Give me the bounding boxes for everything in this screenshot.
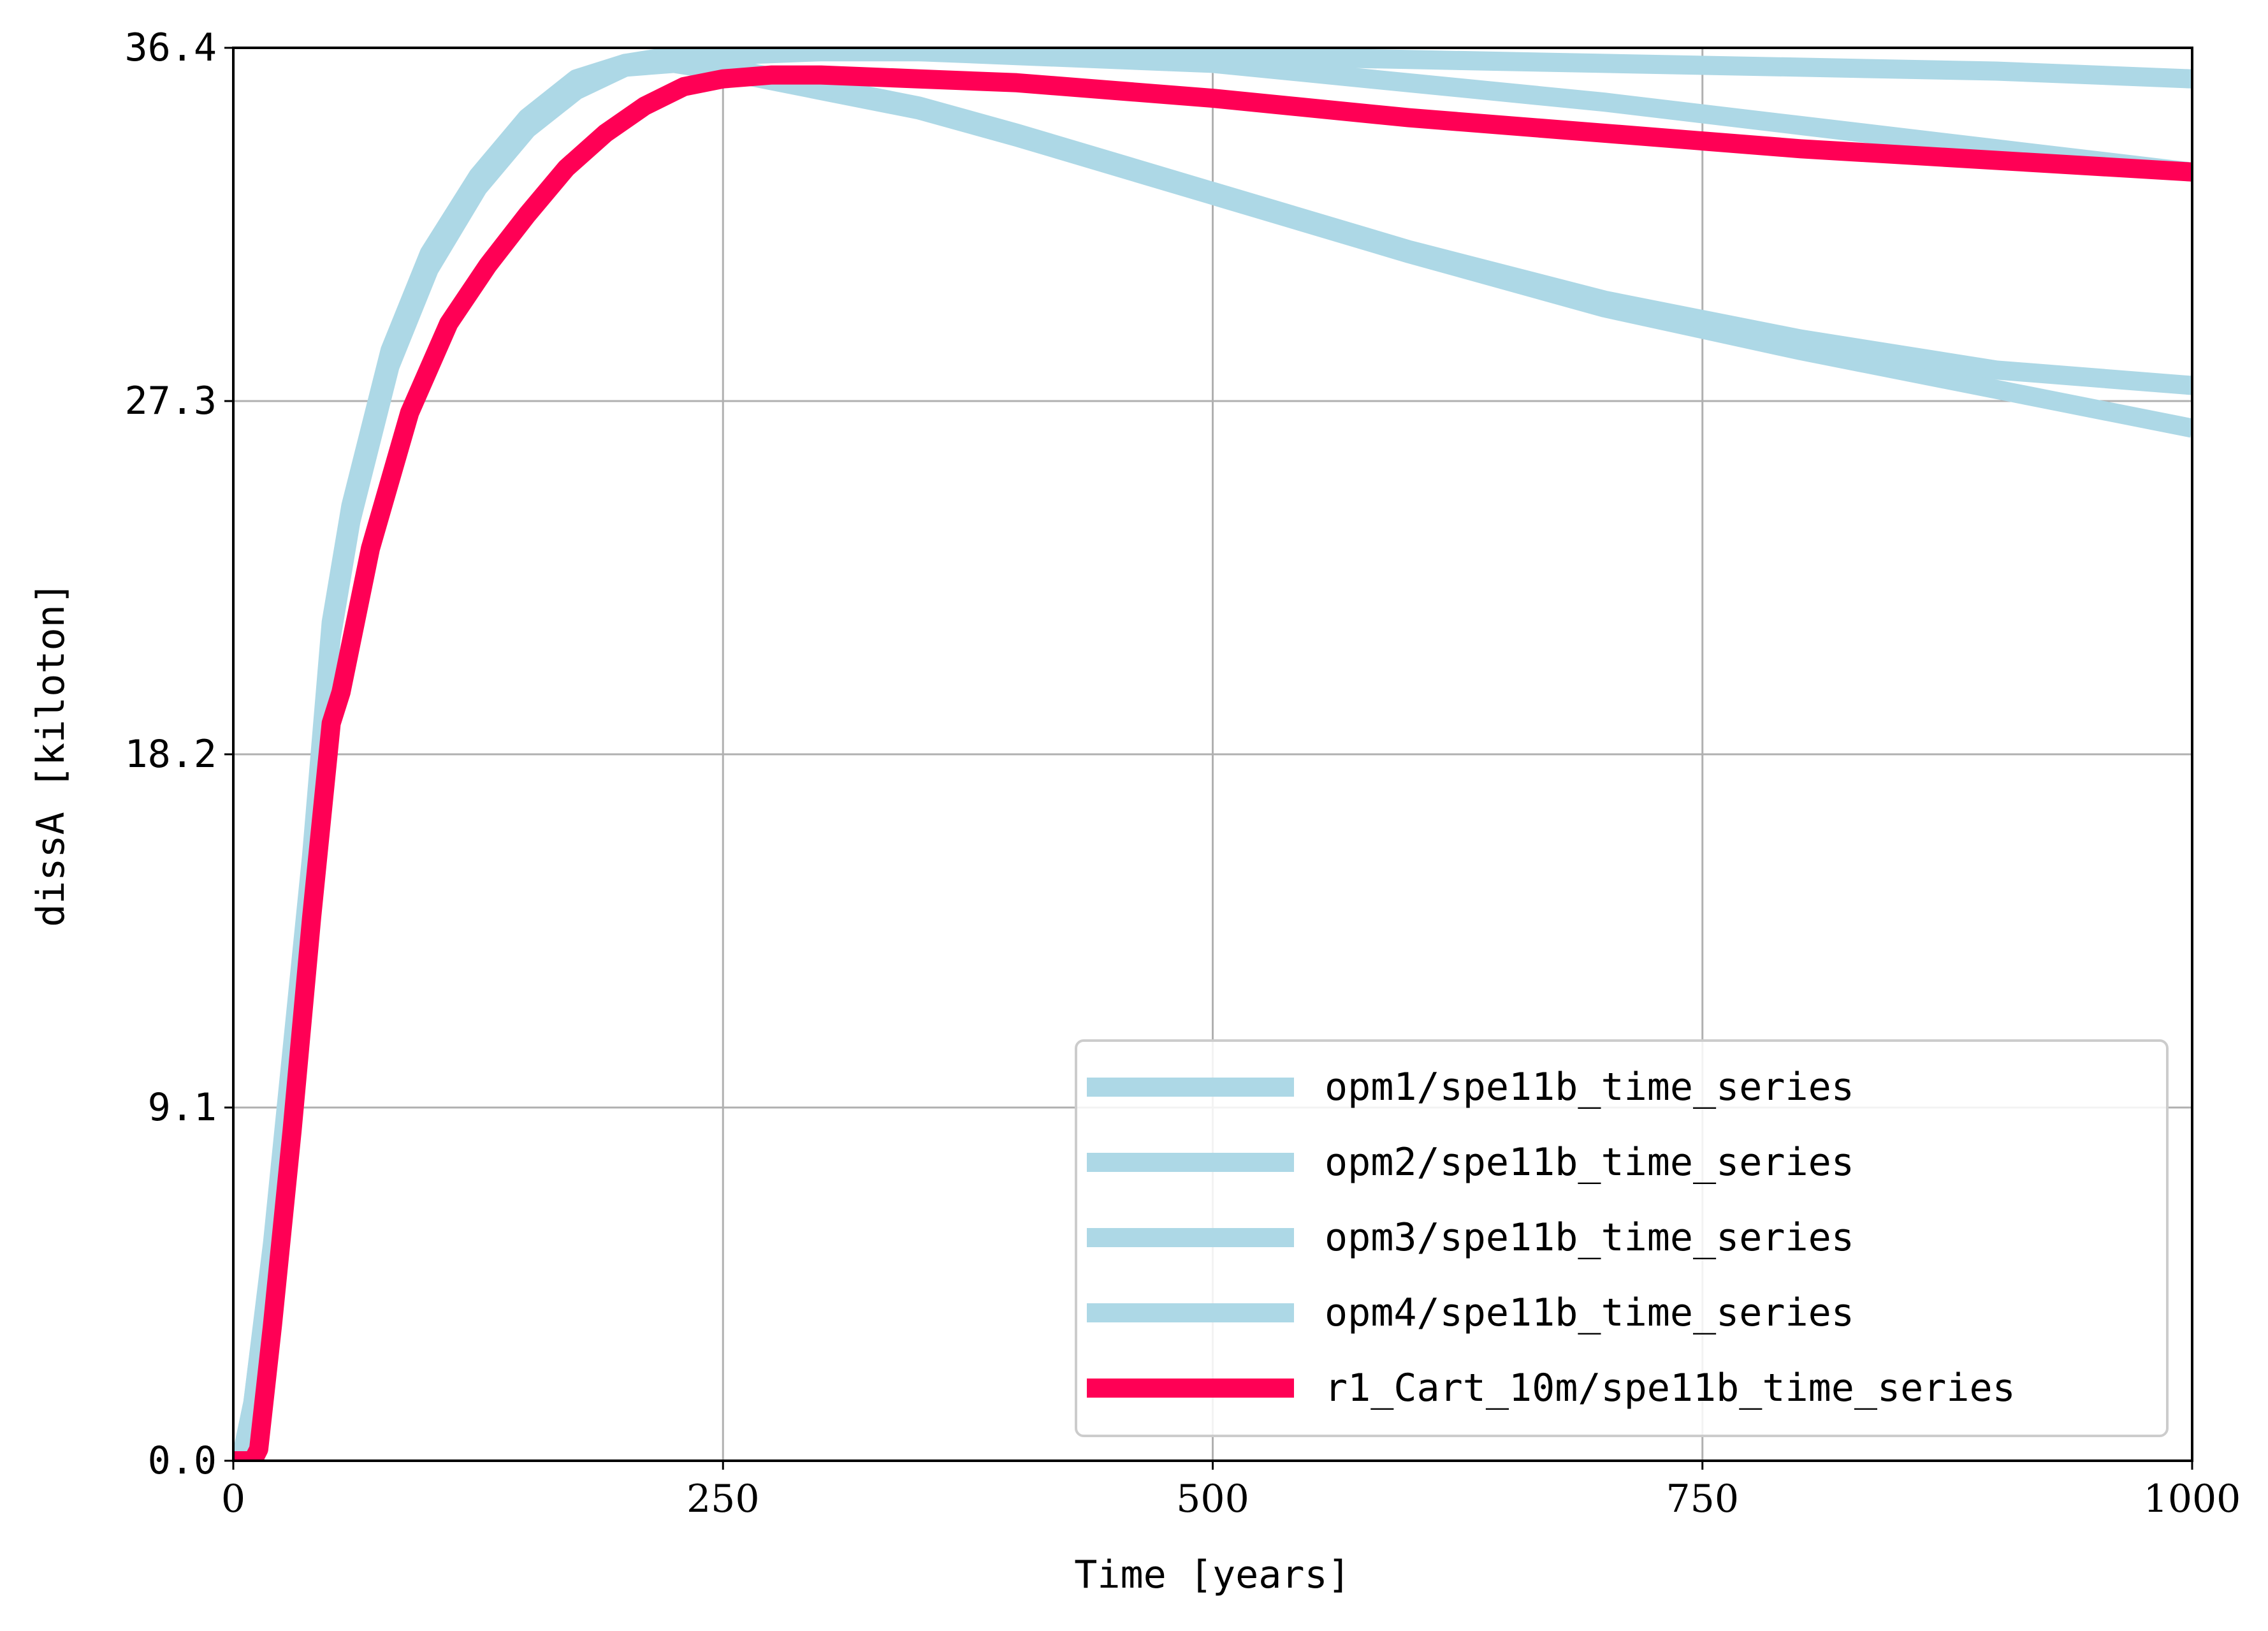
series-layer bbox=[233, 48, 2192, 1461]
ticks: 0 250 500 750 1000 0.0 9.1 18.2 27.3 36.4 bbox=[125, 26, 2241, 1521]
y-tick-label: 18.2 bbox=[125, 732, 217, 777]
series-line-5 bbox=[233, 65, 2192, 1461]
x-tick-label: 1000 bbox=[2144, 1477, 2241, 1521]
legend-label-4: opm4/spe11b_time_series bbox=[1325, 1291, 1854, 1335]
legend-label-3: opm3/spe11b_time_series bbox=[1325, 1215, 1854, 1260]
legend-label-5: r1_Cart_10m/spe11b_time_series bbox=[1325, 1366, 2016, 1410]
x-tick-label: 0 bbox=[221, 1477, 245, 1521]
y-axis-label: dissA [kiloton] bbox=[29, 581, 73, 927]
y-tick-label: 27.3 bbox=[125, 379, 217, 423]
y-tick-label: 0.0 bbox=[148, 1438, 217, 1483]
x-tick-label: 500 bbox=[1176, 1477, 1249, 1521]
y-tick-label: 36.4 bbox=[125, 26, 217, 70]
legend-label-1: opm1/spe11b_time_series bbox=[1325, 1065, 1854, 1109]
legend-label-2: opm2/spe11b_time_series bbox=[1325, 1140, 1854, 1185]
x-axis-label: Time [years] bbox=[1074, 1553, 1350, 1597]
legend: opm1/spe11b_time_series opm2/spe11b_time_… bbox=[1075, 1039, 2169, 1437]
y-tick-label: 9.1 bbox=[148, 1085, 217, 1130]
legend-box bbox=[1075, 1039, 2169, 1437]
x-tick-label: 750 bbox=[1666, 1477, 1739, 1521]
x-tick-label: 250 bbox=[687, 1477, 760, 1521]
